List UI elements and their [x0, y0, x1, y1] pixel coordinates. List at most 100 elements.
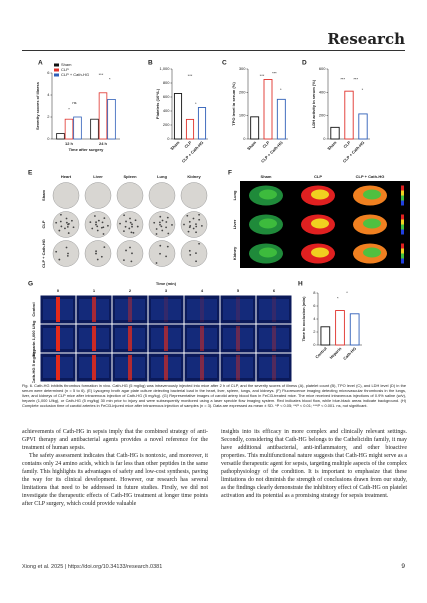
figure-caption: Fig. 6. Cath-HG inhibits thrombus format… [22, 383, 406, 408]
blood-flow [56, 326, 60, 351]
significance: *** [353, 77, 358, 82]
colony [186, 214, 189, 217]
flow-title: Time (min) [156, 281, 177, 286]
colony [134, 219, 137, 222]
colony [155, 233, 158, 235]
bar [358, 113, 368, 140]
blood-flow [236, 326, 240, 351]
colony [129, 246, 131, 249]
significance: * [195, 101, 197, 106]
panel-label: D [302, 60, 307, 67]
body-column-left: achievements of Cath-HG in sepsis imply … [22, 428, 208, 508]
colony [66, 254, 69, 257]
x-tick-label: Cath-HG [342, 346, 357, 361]
colony [123, 230, 125, 233]
column-header: 6 [273, 288, 276, 293]
paragraph: insights into its efficacy in more compl… [221, 429, 407, 499]
blood-flow [128, 326, 132, 351]
colony [195, 252, 197, 255]
colony [153, 221, 156, 224]
column-header: Heart [61, 174, 72, 179]
colony [155, 262, 158, 264]
flow-noise [151, 299, 181, 320]
bar [173, 93, 183, 140]
color-scale [401, 258, 404, 264]
row-label: CLP [41, 220, 46, 228]
bar [344, 90, 354, 140]
colony [71, 219, 73, 222]
colony [159, 223, 161, 226]
significance: ns [72, 100, 76, 105]
bar [330, 126, 340, 140]
y-tick-label: 8 [313, 290, 316, 295]
blood-flow [92, 326, 96, 351]
flow-noise [223, 328, 253, 349]
paragraph: achievements of Cath-HG in sepsis imply … [22, 429, 208, 451]
colony [60, 213, 62, 216]
column-header: 0 [57, 288, 60, 293]
organ-signal-core [363, 218, 381, 229]
colony [136, 225, 139, 228]
y-axis-label: TPO level in serum (%) [231, 82, 236, 126]
colony [95, 250, 97, 253]
legend-label: CLP [61, 67, 69, 72]
x-tick-label: 12 h [65, 141, 74, 146]
legend-label: CLP + Cath-HG [61, 72, 89, 77]
colony [58, 229, 61, 232]
agar-plate [84, 211, 112, 238]
panel-label: B [148, 60, 153, 67]
panel-label: H [298, 281, 303, 288]
colony [155, 228, 158, 230]
blood-flow [92, 297, 96, 322]
agar-plate [180, 211, 208, 238]
organ-signal-core [311, 218, 329, 229]
agar-plate [148, 240, 176, 267]
colony [189, 253, 192, 256]
y-tick-label: 100 [239, 113, 246, 118]
blood-flow [128, 355, 132, 380]
column-header: Kidney [187, 174, 201, 179]
colony [119, 222, 121, 225]
y-tick-label: 6 [47, 70, 50, 75]
colony [195, 223, 197, 226]
y-tick-label: 0 [323, 136, 326, 141]
significance: * [68, 106, 70, 111]
flow-noise [259, 357, 289, 378]
x-tick-label: CLP [261, 140, 270, 149]
colony [160, 225, 163, 228]
blood-flow [128, 297, 132, 322]
agar-plate [116, 240, 144, 267]
blood-flow [164, 297, 168, 322]
significance: *** [340, 77, 345, 82]
colony [159, 215, 162, 218]
flow-noise [259, 299, 289, 320]
color-scale [401, 253, 404, 259]
agar-plate [52, 182, 80, 209]
colony [97, 219, 100, 222]
colony [166, 245, 169, 248]
x-tick-label: CLP [183, 140, 192, 149]
colony [123, 259, 125, 262]
colony [198, 213, 200, 216]
color-scale [401, 185, 404, 191]
column-header: 4 [201, 288, 204, 293]
colony [192, 227, 195, 230]
blood-flow [200, 297, 204, 322]
significance: *** [272, 70, 277, 75]
column-header: Spleen [123, 174, 137, 179]
colony [198, 242, 200, 245]
row-label: Control [31, 302, 36, 316]
organ-signal-core [311, 189, 329, 200]
row-label: Cath-HG 5 mg/kg [31, 351, 36, 383]
colony [198, 218, 201, 221]
bar [98, 92, 108, 140]
colony [103, 217, 106, 220]
agar-plate [52, 211, 80, 238]
colony [95, 223, 97, 226]
colony [65, 221, 68, 224]
legend-swatch [54, 73, 59, 77]
blood-flow [92, 355, 96, 380]
colony [166, 216, 169, 219]
panel-label: F [228, 170, 232, 177]
